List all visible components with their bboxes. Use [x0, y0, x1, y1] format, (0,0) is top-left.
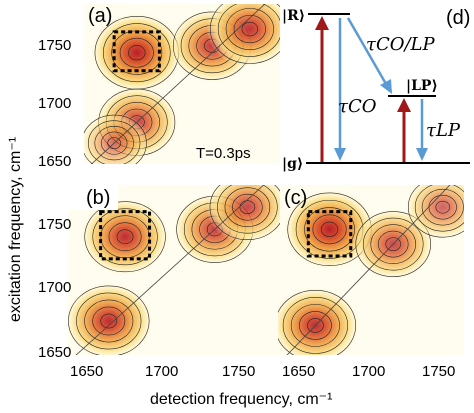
panel-label-d: (d) [446, 7, 470, 29]
ytick-b-1750: 1750 [38, 216, 71, 233]
contour-b-0-1 [116, 229, 134, 245]
contour-c-0-3 [304, 207, 355, 252]
diagonal-c [286, 185, 451, 355]
contour-c-3-1 [435, 200, 450, 214]
contour-b-2-1 [239, 200, 256, 214]
time-annotation: T=0.3ps [196, 145, 251, 162]
panel-label-a: (a) [88, 5, 112, 27]
panel-a: (a) T=0.3ps 1750 1700 1650 [38, 4, 280, 170]
xtick-c-1650: 1650 [282, 363, 315, 380]
contour-c-1-3 [370, 224, 416, 264]
transfer-arrow-co-lp [346, 17, 388, 85]
state-R-label: |R⟩ [282, 8, 305, 24]
contour-b-3-3 [84, 299, 134, 343]
panel-d: (d) |R⟩ |LP⟩ |g⟩ τCO/LP τCO τLP [282, 7, 470, 172]
contour-c-3-5 [407, 185, 464, 238]
panel-label-c: (c) [284, 187, 307, 209]
contour-c-3-3 [421, 188, 464, 226]
y-axis-title: excitation frequency, cm⁻¹ [7, 137, 24, 322]
heatmap-b [68, 185, 280, 355]
contour-c-2-1 [307, 318, 324, 333]
heatmap-a [84, 4, 280, 164]
ytick-a-1750: 1750 [38, 37, 71, 54]
xtick-b-1650: 1650 [70, 363, 103, 380]
contour-a-4-1 [107, 137, 121, 150]
contour-b-3-4 [76, 292, 142, 350]
contour-b-0-2 [108, 222, 142, 252]
xtick-c-1750: 1750 [422, 363, 455, 380]
dotted-box-b [99, 210, 152, 261]
contour-c-0-2 [312, 214, 347, 245]
contour-b-2-2 [232, 193, 263, 221]
dotted-box-c [306, 210, 353, 258]
heatmap-c [278, 185, 464, 355]
contour-a-2-5 [209, 4, 280, 64]
contour-c-2-4 [282, 297, 348, 354]
contour-c-3-4 [414, 185, 464, 232]
xtick-b-1700: 1700 [145, 363, 178, 380]
contour-b-0-4 [92, 208, 158, 266]
transfer-arrowhead-co-lp [380, 79, 392, 94]
panel-c: (c) [278, 185, 464, 355]
peak-c-3 [404, 185, 464, 241]
panel-label-b: (b) [86, 187, 110, 209]
panel-b: (b) 1750 1700 1650 [38, 185, 280, 361]
peak-b-3 [68, 282, 154, 355]
contour-b-2-5 [209, 185, 280, 241]
contour-c-1-4 [362, 217, 424, 271]
tau-lp-label: τLP [426, 120, 461, 141]
contour-a-4-5 [84, 114, 147, 164]
ytick-b-1650: 1650 [38, 344, 71, 361]
x-axis-title: detection frequency, cm⁻¹ [150, 391, 332, 408]
contour-c-1-1 [385, 237, 402, 251]
xtick-b-1750: 1750 [222, 363, 255, 380]
decay-arrowhead-co [334, 148, 346, 161]
decay-arrowhead-lp [416, 148, 428, 161]
contour-c-2-3 [290, 304, 340, 347]
dotted-box-a [112, 30, 161, 73]
contour-b-3-1 [100, 313, 118, 329]
state-g-label: |g⟩ [282, 156, 303, 172]
contour-a-2-3 [225, 8, 274, 51]
peak-b-2 [206, 185, 280, 243]
excitation-arrowhead-R [315, 16, 329, 30]
contour-b-3-2 [92, 306, 126, 336]
ytick-a-1650: 1650 [38, 153, 71, 170]
contour-b-2-3 [224, 187, 271, 228]
peak-c-2 [278, 286, 360, 355]
contour-a-4-3 [94, 125, 134, 161]
contour-c-2-5 [278, 290, 357, 355]
contour-c-1-5 [355, 211, 431, 277]
contour-a-0-1 [128, 45, 146, 61]
peak-a-0 [90, 12, 183, 93]
contour-a-2-4 [217, 4, 280, 57]
contour-a-2-1 [241, 21, 259, 37]
xtick-c-1700: 1700 [352, 363, 385, 380]
state-LP-label: |LP⟩ [406, 78, 438, 94]
tau-co-label: τCO [338, 96, 377, 117]
ytick-a-1700: 1700 [38, 95, 71, 112]
contour-a-4-2 [100, 131, 128, 155]
diagonal-b [75, 185, 265, 355]
contour-c-1-2 [377, 230, 409, 258]
ytick-b-1700: 1700 [38, 279, 71, 296]
tau-co-lp-label: τCO/LP [366, 34, 436, 55]
contour-a-4-4 [88, 120, 141, 164]
contour-b-2-4 [217, 185, 278, 234]
contour-c-0-1 [320, 221, 339, 237]
peak-b-0 [80, 198, 170, 276]
contour-a-0-2 [119, 37, 154, 68]
contour-b-3-5 [68, 285, 150, 355]
contour-c-2-2 [298, 311, 332, 340]
contour-b-0-5 [84, 201, 166, 273]
excitation-arrowhead-LP [397, 98, 411, 112]
contour-a-2-2 [233, 14, 266, 44]
diagonal-a [90, 4, 266, 164]
